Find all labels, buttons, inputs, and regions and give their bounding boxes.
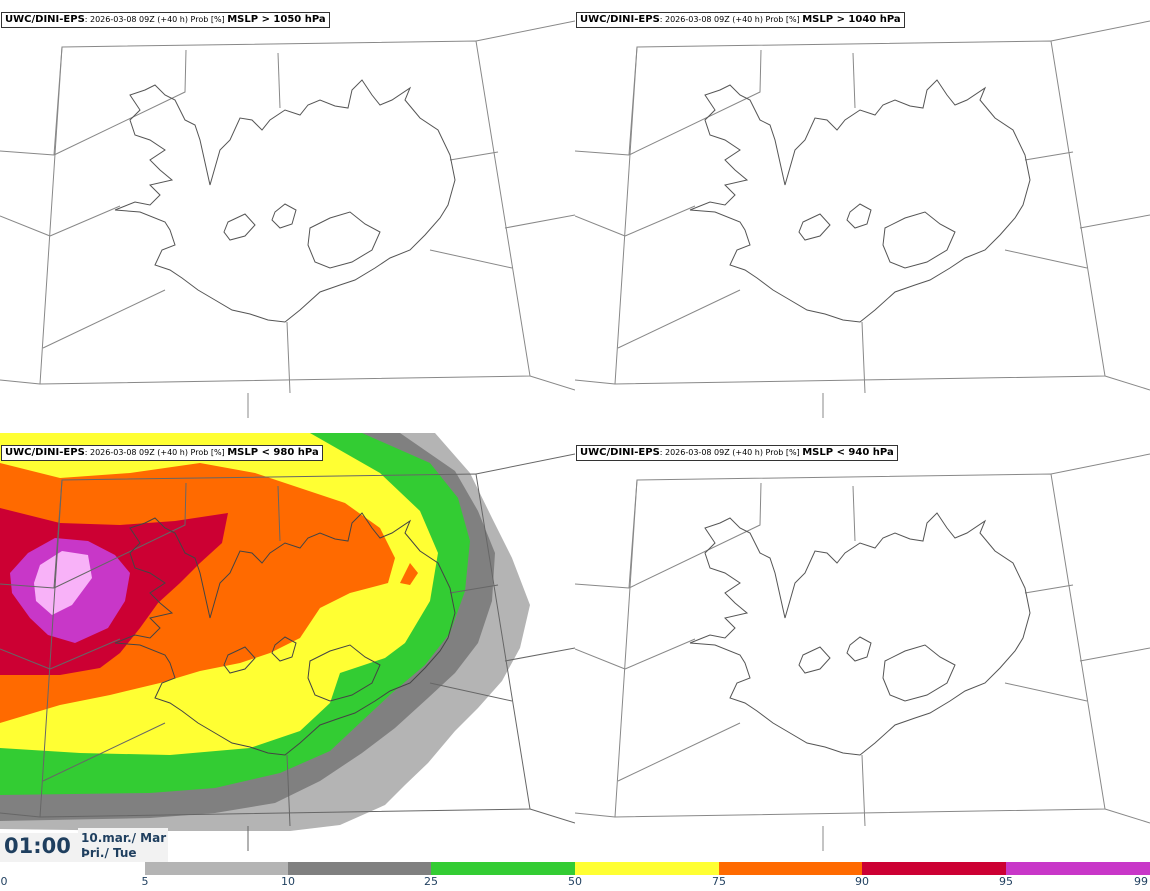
legend-tick: 95 — [999, 875, 1013, 888]
legend-tick: 90 — [855, 875, 869, 888]
legend-tick: 99 — [1134, 875, 1148, 888]
threshold-label: MSLP > 1050 hPa — [227, 14, 326, 25]
model-name: UWC/DINI-EPS — [5, 14, 85, 25]
legend-segment-25-50 — [431, 862, 575, 875]
model-name: UWC/DINI-EPS — [5, 447, 85, 458]
map-graticule-coastline — [0, 20, 575, 419]
legend-segment-5-10 — [145, 862, 288, 875]
map-graticule-coastline — [575, 453, 1150, 852]
legend-tick: 10 — [281, 875, 295, 888]
threshold-label: MSLP > 1040 hPa — [802, 14, 901, 25]
prob-band-75-patch — [400, 563, 418, 585]
model-name: UWC/DINI-EPS — [580, 447, 660, 458]
legend-segment-95-99 — [1006, 862, 1150, 875]
run-info: : 2026-03-08 09Z (+40 h) Prob [%] — [84, 448, 228, 457]
legend-tick: 50 — [568, 875, 582, 888]
panel-title: UWC/DINI-EPS: 2026-03-08 09Z (+40 h) Pro… — [1, 12, 330, 28]
valid-date-line1: 10.mar./ Mar — [81, 831, 167, 845]
prob-band-99 — [34, 551, 92, 615]
map-panel-mslp-gt-1050: UWC/DINI-EPS: 2026-03-08 09Z (+40 h) Pro… — [0, 0, 575, 430]
model-name: UWC/DINI-EPS — [580, 14, 660, 25]
panel-title: UWC/DINI-EPS: 2026-03-08 09Z (+40 h) Pro… — [576, 12, 905, 28]
map-graticule-coastline — [575, 20, 1150, 419]
map-panel-mslp-lt-940: UWC/DINI-EPS: 2026-03-08 09Z (+40 h) Pro… — [575, 433, 1150, 863]
valid-date-box — [78, 828, 168, 862]
legend-segment-10-25 — [288, 862, 431, 875]
map-panel-mslp-gt-1040: UWC/DINI-EPS: 2026-03-08 09Z (+40 h) Pro… — [575, 0, 1150, 430]
valid-time-clock: 01:00 — [4, 834, 71, 858]
legend-segment-90-95 — [862, 862, 1006, 875]
valid-time-clock-box — [0, 833, 78, 862]
run-info: : 2026-03-08 09Z (+40 h) Prob [%] — [659, 448, 803, 457]
legend-colorbar — [145, 862, 1150, 875]
panel-title: UWC/DINI-EPS: 2026-03-08 09Z (+40 h) Pro… — [1, 445, 323, 461]
run-info: : 2026-03-08 09Z (+40 h) Prob [%] — [84, 15, 228, 24]
run-info: : 2026-03-08 09Z (+40 h) Prob [%] — [659, 15, 803, 24]
threshold-label: MSLP < 940 hPa — [802, 447, 894, 458]
panel-title: UWC/DINI-EPS: 2026-03-08 09Z (+40 h) Pro… — [576, 445, 898, 461]
valid-date-line2: Þri./ Tue — [81, 846, 137, 860]
legend-segment-75-90 — [719, 862, 862, 875]
legend-segment-50-75 — [575, 862, 719, 875]
map-panel-mslp-lt-980: UWC/DINI-EPS: 2026-03-08 09Z (+40 h) Pro… — [0, 433, 575, 863]
probability-field-map — [0, 433, 575, 852]
probability-field — [0, 433, 530, 831]
legend-tick: 25 — [424, 875, 438, 888]
legend-tick: 5 — [141, 875, 149, 888]
legend-tick: 0 — [0, 875, 8, 888]
legend-tick: 75 — [712, 875, 726, 888]
threshold-label: MSLP < 980 hPa — [227, 447, 319, 458]
